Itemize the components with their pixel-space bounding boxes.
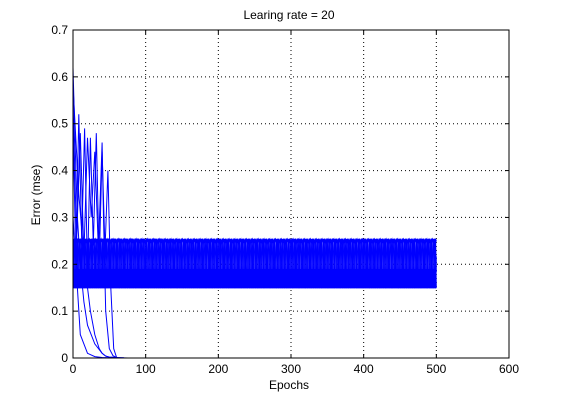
y-axis-label: Error (mse) bbox=[29, 165, 43, 226]
x-tick-label: 200 bbox=[208, 362, 228, 376]
y-tick-label: 0.6 bbox=[51, 70, 68, 84]
series-line bbox=[73, 114, 118, 358]
y-tick-label: 0.2 bbox=[51, 257, 68, 271]
chart-title: Learing rate = 20 bbox=[243, 8, 334, 22]
y-tick-label: 0.1 bbox=[51, 304, 68, 318]
y-tick-label: 0 bbox=[61, 351, 68, 365]
x-tick-labels: 0 100 200 300 400 500 600 bbox=[70, 362, 520, 376]
x-tick-label: 0 bbox=[70, 362, 77, 376]
x-tick-label: 100 bbox=[136, 362, 156, 376]
x-tick-label: 500 bbox=[426, 362, 446, 376]
dense-band-line bbox=[73, 268, 437, 288]
series-layer bbox=[73, 67, 437, 358]
plot-area bbox=[73, 67, 437, 358]
y-tick-label: 0.4 bbox=[51, 164, 68, 178]
series-line bbox=[73, 86, 117, 358]
series-line bbox=[73, 100, 117, 358]
y-tick-label: 0.5 bbox=[51, 117, 68, 131]
y-tick-label: 0.7 bbox=[51, 23, 68, 37]
x-tick-label: 400 bbox=[354, 362, 374, 376]
ticks bbox=[72, 29, 510, 359]
y-tick-labels: 0 0.1 0.2 0.3 0.4 0.5 0.6 0.7 bbox=[51, 23, 68, 365]
y-tick-label: 0.3 bbox=[51, 210, 68, 224]
x-tick-label: 300 bbox=[281, 362, 301, 376]
x-axis-label: Epochs bbox=[269, 378, 309, 392]
x-tick-label: 600 bbox=[499, 362, 519, 376]
